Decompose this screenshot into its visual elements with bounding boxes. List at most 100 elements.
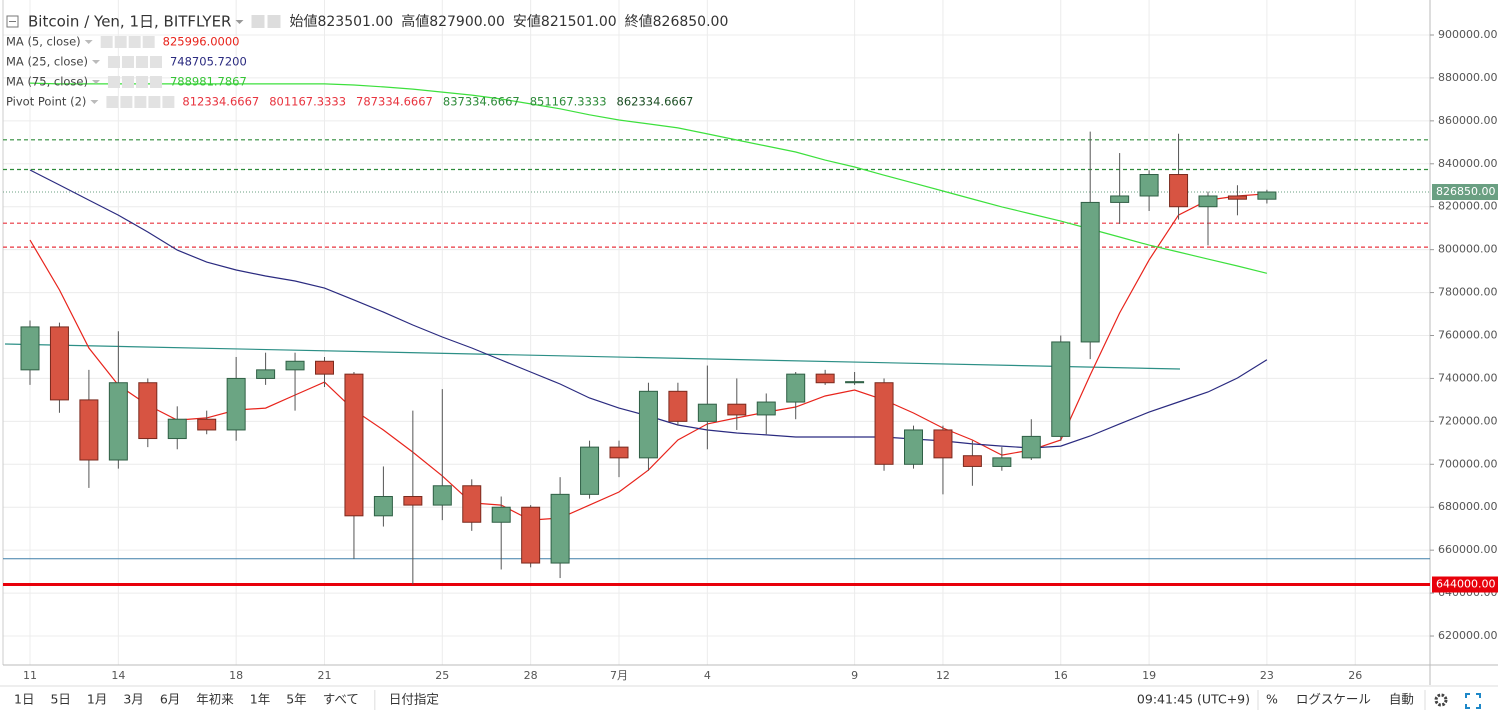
candle-body	[521, 506, 541, 564]
header-icon[interactable]	[267, 15, 281, 28]
dropdown-arrow	[235, 20, 244, 24]
quote-value: 827900.00	[429, 14, 505, 30]
legend-icon[interactable]	[128, 36, 141, 48]
candle-body	[49, 326, 69, 401]
x-tick-label: 11	[23, 669, 37, 682]
option-button[interactable]: 自動	[1389, 692, 1414, 707]
symbol-title: Bitcoin / Yen, 1日, BITFLYER	[28, 13, 231, 31]
range-button[interactable]: 1年	[250, 692, 270, 707]
legend-icon[interactable]	[135, 56, 148, 68]
range-button[interactable]: すべて	[323, 692, 359, 707]
candle-body	[79, 399, 99, 461]
candle-body	[845, 381, 865, 384]
candle-body	[1169, 174, 1189, 208]
candle-body	[373, 495, 393, 517]
candle-body	[815, 373, 835, 384]
legend-icon[interactable]	[107, 56, 120, 68]
legend-icon[interactable]	[100, 36, 113, 48]
candle-body	[1257, 191, 1277, 200]
x-tick-label: 7月	[610, 669, 628, 682]
y-tick-label: 760000.00	[1438, 329, 1498, 342]
legend-icon[interactable]	[121, 76, 134, 88]
candle-body	[315, 360, 334, 375]
candle-body	[1051, 341, 1071, 437]
range-button[interactable]: 1月	[87, 692, 107, 707]
grid	[3, 0, 1430, 665]
price-tag-label: 644000.00	[1436, 578, 1496, 591]
x-tick-label: 23	[1260, 669, 1274, 682]
dropdown-arrow	[90, 100, 99, 104]
legend-icon[interactable]	[114, 36, 127, 48]
candle-body	[668, 390, 688, 422]
option-button[interactable]: %	[1266, 692, 1278, 707]
legend-value: 787334.6667	[356, 95, 433, 109]
range-button[interactable]: 年初来	[196, 692, 234, 707]
option-button[interactable]: ログスケール	[1296, 692, 1371, 707]
gear	[1434, 693, 1448, 707]
legend-value: 825996.0000	[163, 35, 240, 49]
legend-icon[interactable]	[148, 96, 161, 108]
candle-body	[992, 457, 1012, 467]
y-tick-label: 660000.00	[1438, 543, 1498, 556]
range-button[interactable]: 5年	[286, 692, 306, 707]
candle-body	[256, 369, 276, 379]
candle-body	[432, 485, 452, 506]
legend-name: MA (5, close)	[6, 35, 81, 49]
y-tick-label: 900000.00	[1438, 28, 1498, 41]
y-tick-label: 720000.00	[1438, 414, 1498, 427]
range-button[interactable]: 1日	[14, 692, 34, 707]
quote-label: 終値	[625, 14, 653, 30]
y-tick-label: 840000.00	[1438, 157, 1498, 170]
candle-body	[1227, 195, 1247, 200]
quote-value: 826850.00	[653, 14, 729, 30]
legend-icon[interactable]	[134, 96, 147, 108]
range-button[interactable]: 5日	[50, 692, 70, 707]
candle-body	[638, 390, 658, 459]
legend-icon[interactable]	[107, 76, 120, 88]
date-range-button[interactable]: 日付指定	[389, 692, 439, 707]
clock: 09:41:45 (UTC+9)	[1137, 692, 1250, 707]
candle-body	[756, 401, 776, 416]
candle-body	[20, 326, 40, 371]
fullscreen-icon[interactable]	[1465, 693, 1481, 709]
candle-body	[933, 429, 953, 459]
quote-value: 823501.00	[317, 14, 393, 30]
collapse-icon[interactable]	[6, 15, 19, 28]
legend-icon[interactable]	[120, 96, 133, 108]
legend-value: 862334.6667	[617, 95, 694, 109]
candle-body	[1198, 195, 1218, 208]
candle-body	[138, 382, 158, 440]
candle-body	[108, 382, 128, 461]
dropdown-arrow	[91, 60, 100, 64]
legend-value: 801167.3333	[269, 95, 346, 109]
legend-name: Pivot Point (2)	[6, 95, 86, 109]
range-button[interactable]: 3月	[123, 692, 143, 707]
candle-body	[403, 495, 423, 506]
x-tick-label: 21	[318, 669, 332, 682]
candle-body	[962, 455, 982, 467]
candle-body	[550, 493, 570, 564]
legend-icon[interactable]	[142, 36, 155, 48]
y-tick-label: 880000.00	[1438, 71, 1498, 84]
legend-icon[interactable]	[149, 56, 162, 68]
x-tick-label: 19	[1142, 669, 1156, 682]
legend-icon[interactable]	[106, 96, 119, 108]
candle-body	[727, 403, 747, 416]
legend-icon[interactable]	[121, 56, 134, 68]
candle-body	[904, 429, 923, 465]
settings-icon[interactable]	[1434, 693, 1448, 707]
x-tick-label: 14	[111, 669, 125, 682]
y-tick-label: 740000.00	[1438, 371, 1498, 384]
range-button[interactable]: 6月	[160, 692, 180, 707]
legend-value: 851167.3333	[530, 95, 607, 109]
legend-icon[interactable]	[149, 76, 162, 88]
legend-icon[interactable]	[162, 96, 175, 108]
x-tick-label: 28	[524, 669, 538, 682]
legend-icon[interactable]	[135, 76, 148, 88]
trend-line	[4, 343, 1181, 370]
candle-body	[580, 446, 600, 495]
x-tick-label: 18	[229, 669, 243, 682]
x-tick-label: 12	[936, 669, 950, 682]
quote-value: 821501.00	[541, 14, 617, 30]
header-icon[interactable]	[251, 15, 265, 28]
